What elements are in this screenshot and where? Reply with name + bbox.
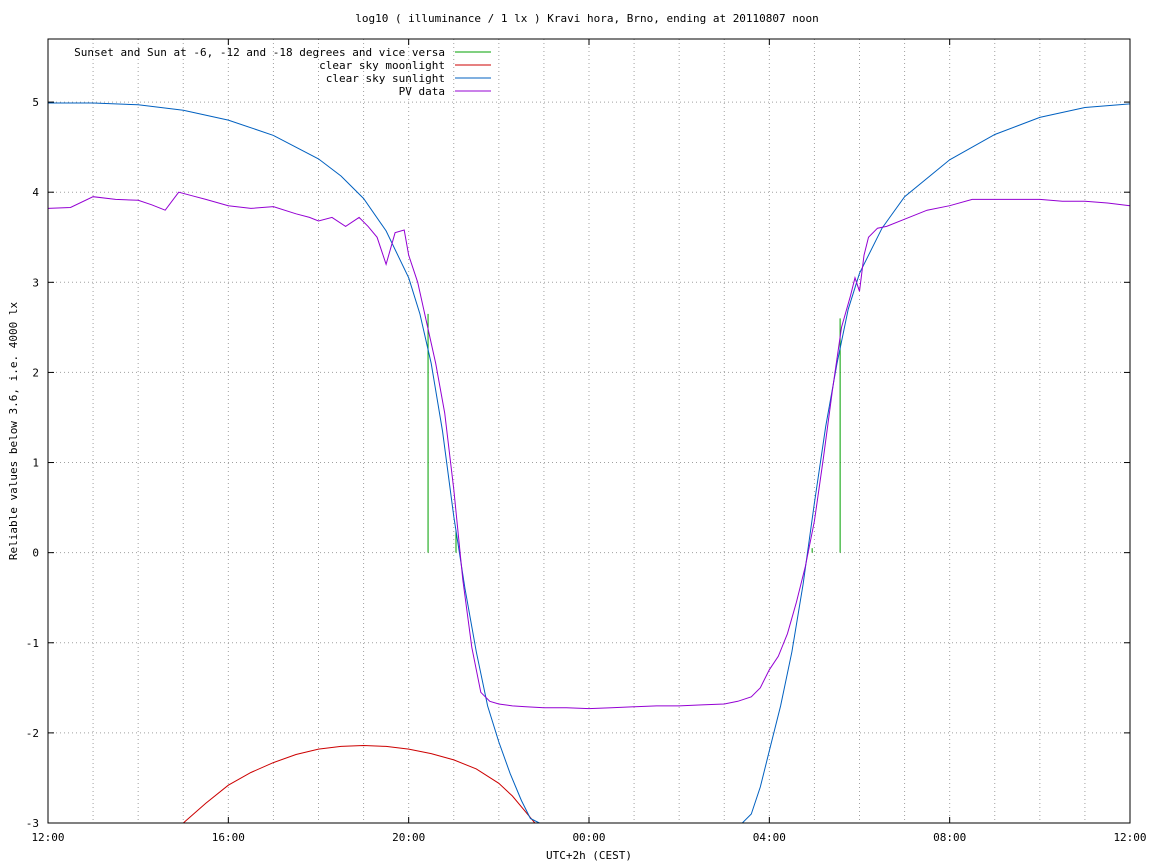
y-tick-label: 1 — [32, 457, 39, 470]
y-tick-label: -1 — [26, 637, 39, 650]
y-tick-label: 0 — [32, 547, 39, 560]
legend: Sunset and Sun at -6, -12 and -18 degree… — [74, 46, 491, 98]
pv-data-line — [47, 191, 1131, 710]
y-tick-label: 2 — [32, 366, 39, 379]
x-tick-label: 08:00 — [933, 831, 966, 844]
y-tick-label: 5 — [32, 96, 39, 109]
y-tick-label: -3 — [26, 817, 39, 830]
grid — [48, 39, 1130, 823]
y-tick-label: 4 — [32, 186, 39, 199]
y-tick-label: 3 — [32, 276, 39, 289]
clear-sky-moonlight-line — [182, 744, 536, 824]
legend-label: clear sky sunlight — [326, 72, 445, 85]
legend-label: PV data — [399, 85, 445, 98]
x-tick-label: 00:00 — [572, 831, 605, 844]
x-tick-label: 16:00 — [212, 831, 245, 844]
clear-sky-sunlight-line — [48, 102, 1131, 824]
x-tick-label: 04:00 — [753, 831, 786, 844]
x-axis-label: UTC+2h (CEST) — [546, 849, 632, 862]
legend-label: clear sky moonlight — [319, 59, 445, 72]
x-tick-label: 20:00 — [392, 831, 425, 844]
chart-title: log10 ( illuminance / 1 lx ) Kravi hora,… — [355, 12, 819, 25]
series-layer — [47, 102, 1131, 824]
axis-ticks: 12:00 16:00 20:00 00:00 04:00 08:00 12:00-3-2-… — [26, 39, 1147, 844]
y-axis-label: Reliable values below 3.6, i.e. 4000 lx — [7, 301, 20, 560]
y-tick-label: -2 — [26, 727, 39, 740]
x-tick-label: 12:00 — [1113, 831, 1146, 844]
x-tick-label: 12:00 — [31, 831, 64, 844]
legend-label: Sunset and Sun at -6, -12 and -18 degree… — [74, 46, 445, 59]
